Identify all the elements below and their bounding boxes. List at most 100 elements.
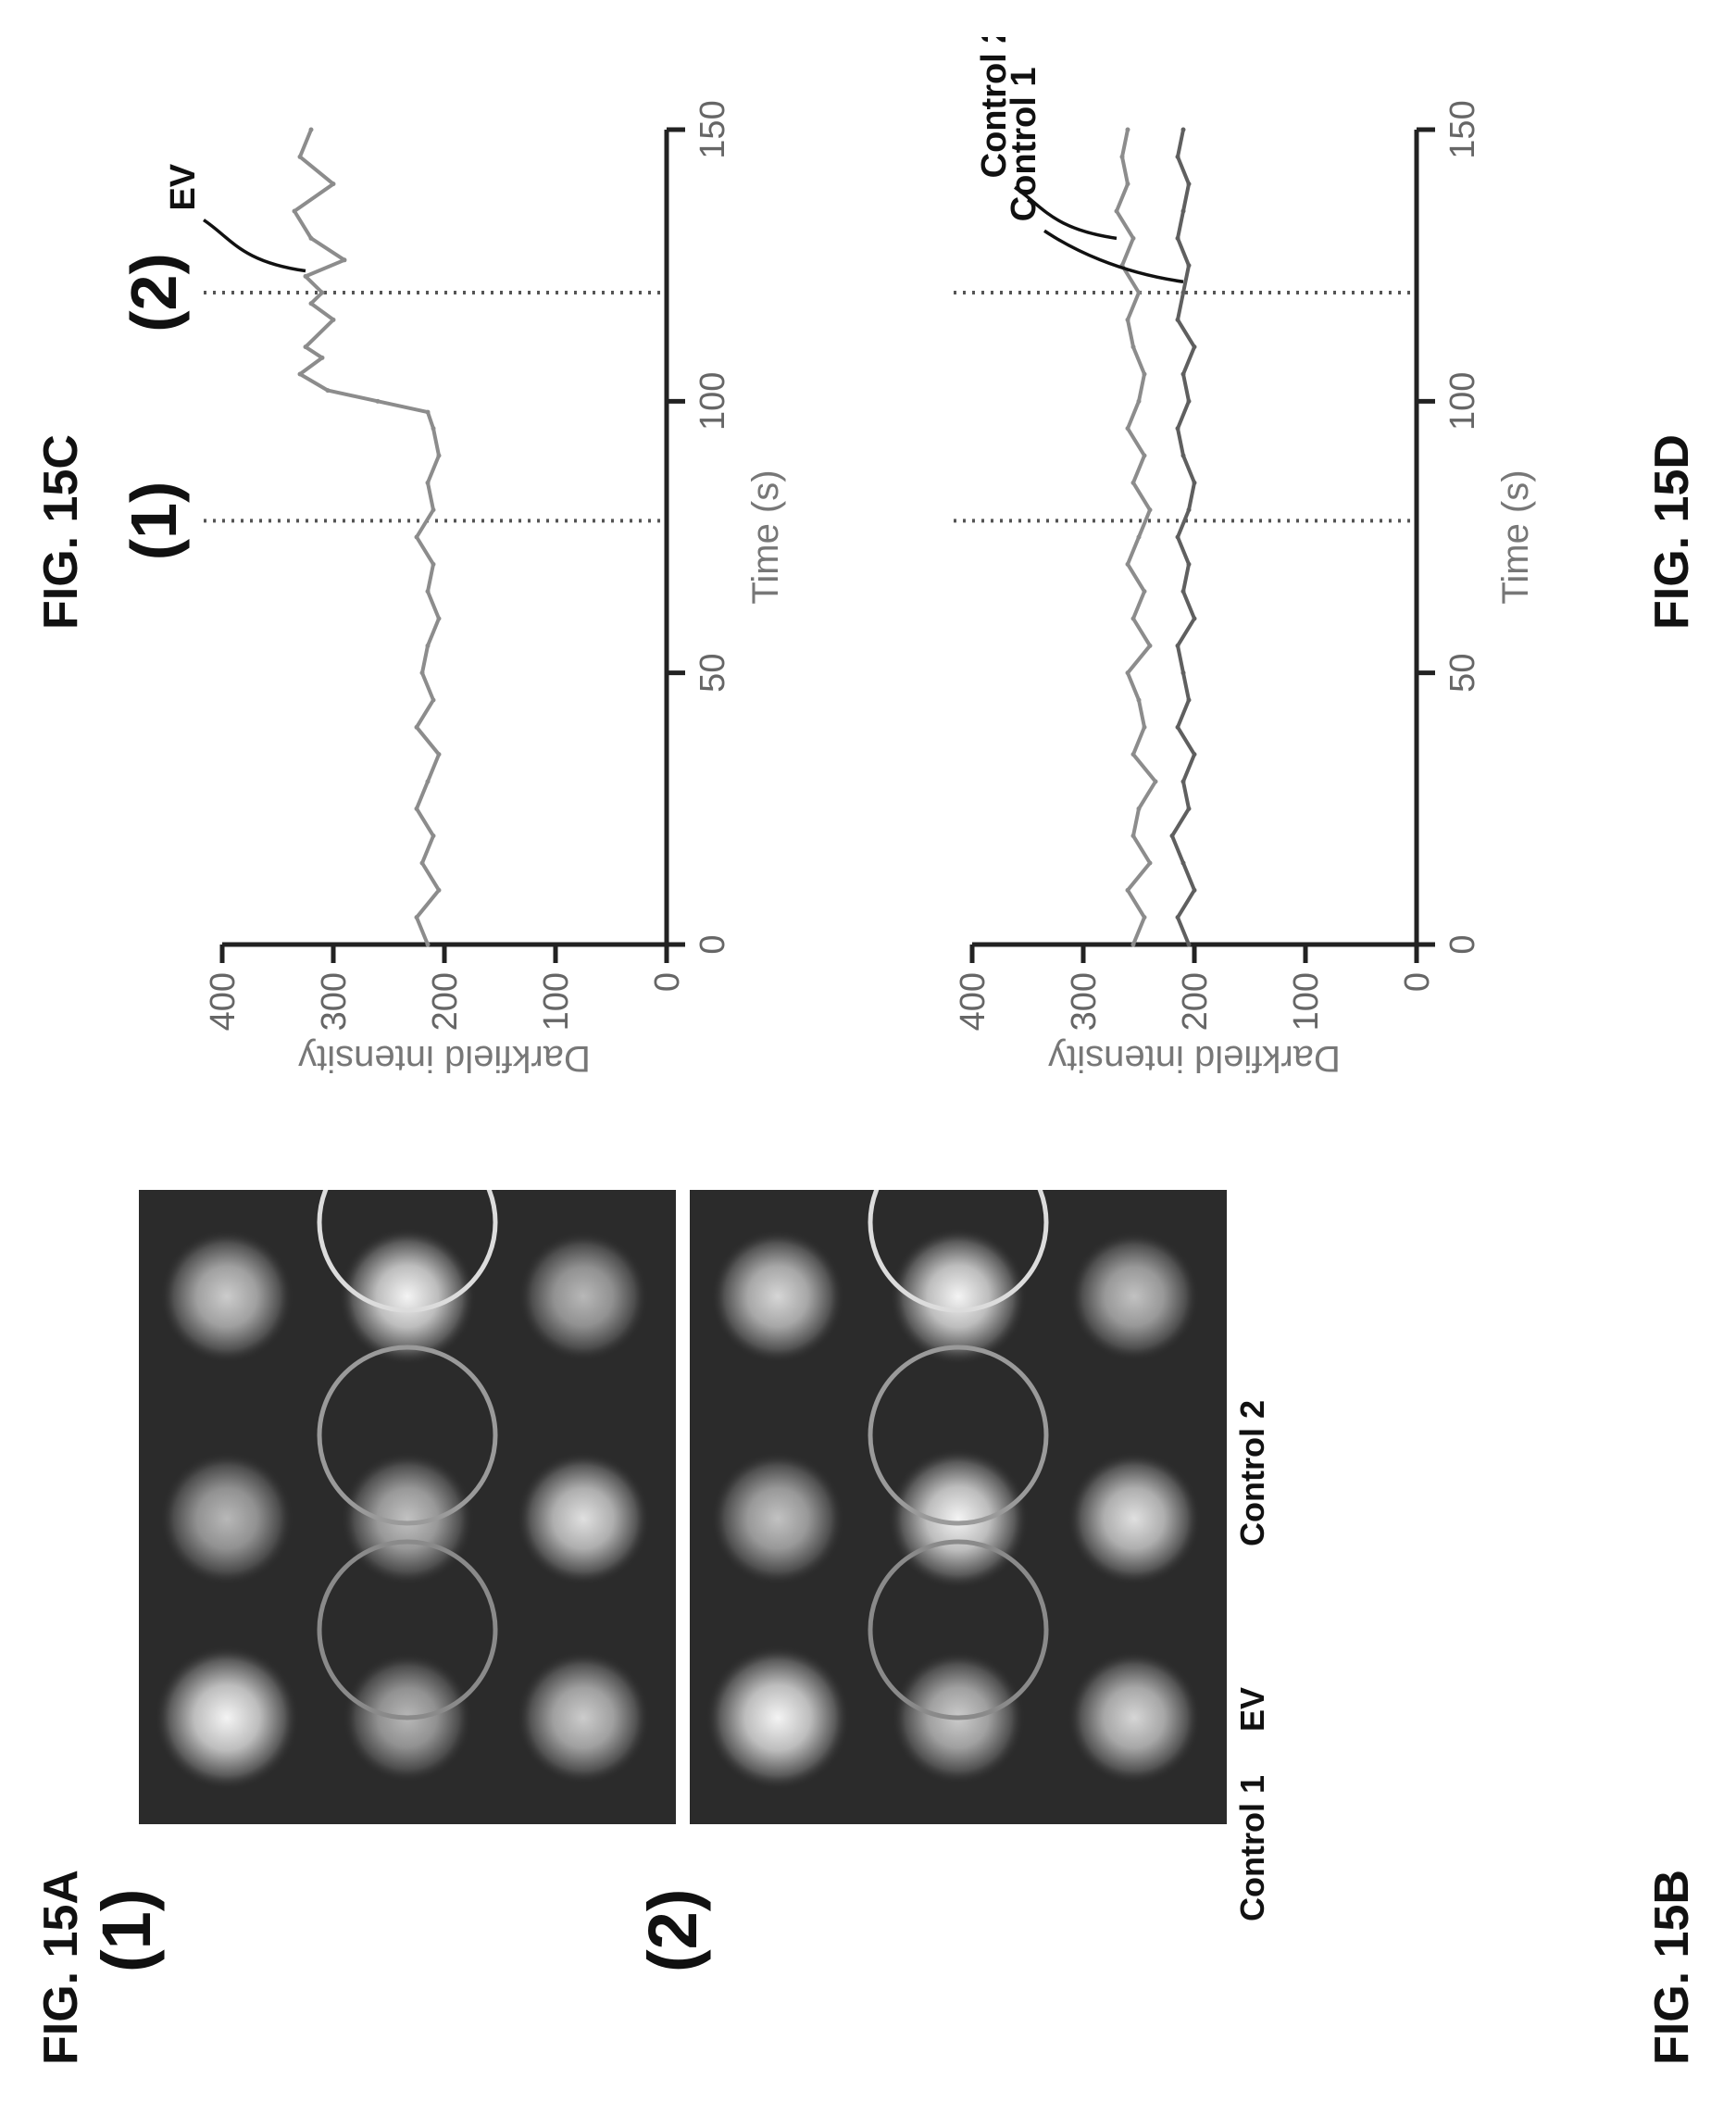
data-point <box>1130 480 1136 485</box>
data-point <box>414 806 419 811</box>
data-point <box>425 480 431 485</box>
x-tick-label: 50 <box>693 654 732 693</box>
data-point <box>431 561 436 567</box>
annotation-label: EV <box>164 163 203 210</box>
particle-spot <box>517 1452 650 1585</box>
data-point <box>342 257 347 263</box>
roi-circle-control-1 <box>317 1539 498 1720</box>
x-tick-label: 0 <box>1443 934 1482 954</box>
data-point <box>414 534 419 540</box>
lane-label-control-1: Control 1 <box>1233 1775 1271 1921</box>
data-point <box>419 670 425 676</box>
roi-circle-control-1 <box>868 1539 1049 1720</box>
data-point <box>1180 670 1186 676</box>
particle-spot <box>711 1452 844 1585</box>
data-point <box>425 643 431 648</box>
x-axis-label: Time (s) <box>1495 469 1536 604</box>
data-point <box>1192 887 1197 893</box>
data-point <box>1125 561 1130 567</box>
fig-15a-label: FIG. 15A <box>34 1870 88 2065</box>
particle-spot <box>155 1645 299 1790</box>
event-marker-label: (1) <box>118 482 190 561</box>
data-point <box>1180 208 1186 214</box>
data-point <box>1136 697 1142 703</box>
data-point <box>1192 344 1197 350</box>
annotation-leader <box>1043 229 1184 283</box>
series-line-control-2 <box>1115 129 1157 945</box>
micrograph-panel-1 <box>139 1132 676 1824</box>
x-tick-label: 150 <box>1443 100 1482 158</box>
lane-label-control-2: Control 2 <box>1233 1400 1271 1546</box>
y-axis-label: Darkfield intensity <box>1048 1038 1341 1079</box>
data-point <box>292 208 297 214</box>
lane-label-ev: EV <box>1233 1686 1271 1732</box>
micrograph-2-svg <box>706 1132 1201 1790</box>
data-point <box>1175 154 1180 159</box>
y-axis-label: Darkfield intensity <box>298 1038 591 1079</box>
data-point <box>1180 589 1186 594</box>
data-point <box>375 398 381 404</box>
data-point <box>303 344 308 350</box>
data-point <box>1130 344 1136 350</box>
data-point <box>431 507 436 513</box>
particle-spot <box>711 1230 844 1363</box>
particle-spot <box>890 1228 1027 1365</box>
annotation-leader <box>203 219 306 273</box>
data-point <box>1147 643 1153 648</box>
data-point <box>1136 534 1142 540</box>
data-point <box>414 724 419 730</box>
data-point <box>1125 887 1130 893</box>
annotation-leader <box>1014 185 1118 241</box>
data-point <box>308 235 314 241</box>
data-point <box>436 887 442 893</box>
data-point <box>425 779 431 784</box>
data-point <box>1180 127 1186 132</box>
data-point <box>414 915 419 920</box>
particle-spot <box>518 1232 648 1361</box>
data-point <box>1186 181 1192 187</box>
data-point <box>1180 371 1186 377</box>
data-point <box>1136 398 1142 404</box>
roi-circle-ev <box>868 1345 1049 1526</box>
data-point <box>297 154 303 159</box>
data-point <box>319 290 325 295</box>
data-point <box>1136 290 1142 295</box>
data-point <box>1125 426 1130 432</box>
data-point <box>1125 670 1130 676</box>
data-point <box>1175 534 1180 540</box>
y-tick-label: 400 <box>204 972 243 1031</box>
y-tick-label: 300 <box>1065 972 1104 1031</box>
data-point <box>1186 507 1192 513</box>
data-point <box>1136 806 1142 811</box>
data-point <box>331 317 336 322</box>
micrograph-panel-2-label: (2) <box>634 1888 711 1972</box>
x-tick-label: 150 <box>693 100 732 158</box>
fig-15d-label: FIG. 15D <box>1645 434 1699 630</box>
data-point <box>319 355 325 360</box>
particle-spot <box>160 1452 293 1585</box>
data-point <box>436 752 442 757</box>
y-tick-label: 0 <box>1398 972 1437 992</box>
data-point <box>308 127 314 132</box>
particle-spot <box>1069 1232 1199 1361</box>
series-line-ev <box>293 129 441 945</box>
data-point <box>1147 860 1153 866</box>
data-point <box>1192 752 1197 757</box>
data-point <box>1186 697 1192 703</box>
data-point <box>431 697 436 703</box>
data-point <box>1192 616 1197 621</box>
data-point <box>1186 806 1192 811</box>
y-tick-label: 400 <box>954 972 993 1031</box>
data-point <box>425 409 431 415</box>
data-point <box>425 942 431 947</box>
particle-spot <box>517 1651 650 1784</box>
y-tick-label: 300 <box>315 972 354 1031</box>
particle-spot <box>339 1228 476 1365</box>
data-point <box>1186 561 1192 567</box>
particle-spot <box>888 1448 1029 1589</box>
data-point <box>1180 290 1186 295</box>
chart-15c: 0 50 100 150 0 100 200 300 400 Time (s) Darkfield … <box>118 100 786 1079</box>
micrograph-panel-2 <box>690 1132 1227 1824</box>
data-point <box>1175 724 1180 730</box>
